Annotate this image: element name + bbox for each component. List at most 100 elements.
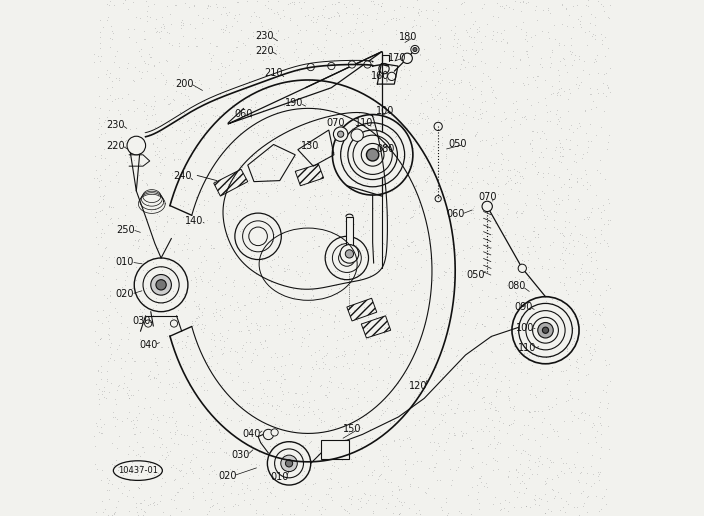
Point	[565, 489, 576, 497]
Point	[510, 465, 521, 473]
Point	[125, 375, 137, 383]
Point	[303, 439, 314, 447]
Point	[334, 134, 345, 142]
Point	[410, 190, 421, 198]
Point	[362, 328, 373, 336]
Point	[201, 119, 212, 127]
Point	[325, 373, 336, 381]
Point	[394, 349, 406, 358]
Point	[564, 356, 575, 364]
Point	[445, 344, 456, 352]
Point	[489, 406, 501, 414]
Point	[482, 118, 494, 126]
Point	[407, 143, 418, 152]
Point	[268, 413, 279, 421]
Point	[191, 374, 202, 382]
Point	[488, 112, 499, 120]
Point	[337, 133, 348, 141]
Point	[136, 259, 147, 267]
Point	[394, 509, 406, 516]
Point	[372, 188, 384, 196]
Point	[476, 45, 487, 54]
Point	[227, 46, 239, 55]
Point	[142, 470, 153, 478]
Point	[96, 229, 107, 237]
Point	[385, 61, 396, 70]
Point	[504, 394, 515, 402]
Point	[572, 358, 583, 366]
Point	[258, 154, 269, 162]
Point	[450, 352, 461, 360]
Point	[126, 391, 137, 399]
Point	[349, 345, 360, 353]
Point	[104, 298, 115, 306]
Point	[243, 236, 254, 245]
Point	[411, 317, 422, 325]
Point	[206, 488, 218, 496]
Point	[434, 108, 445, 117]
Point	[528, 242, 539, 250]
Point	[121, 64, 132, 72]
Point	[558, 264, 569, 272]
Point	[480, 136, 491, 144]
Point	[585, 248, 596, 256]
Point	[364, 156, 375, 164]
Point	[266, 278, 277, 286]
Point	[546, 48, 558, 56]
Point	[316, 191, 327, 199]
Point	[370, 139, 382, 147]
Point	[576, 263, 587, 271]
Point	[96, 476, 107, 484]
Point	[220, 79, 232, 88]
Point	[288, 454, 299, 462]
Point	[510, 256, 521, 265]
Point	[425, 90, 436, 98]
Point	[201, 293, 212, 301]
Point	[479, 360, 490, 368]
Point	[384, 348, 396, 357]
Point	[302, 381, 313, 390]
Point	[527, 285, 538, 294]
Point	[156, 136, 167, 144]
Point	[458, 254, 470, 262]
Point	[555, 124, 567, 132]
Point	[591, 264, 603, 272]
Point	[328, 462, 339, 470]
Point	[377, 40, 388, 49]
Point	[132, 136, 144, 144]
Point	[553, 85, 565, 93]
Point	[546, 366, 558, 375]
Point	[151, 297, 162, 305]
Point	[246, 441, 257, 449]
Point	[352, 387, 363, 395]
Point	[144, 375, 155, 383]
Point	[491, 210, 503, 218]
Point	[463, 407, 474, 415]
Point	[505, 244, 516, 252]
Point	[414, 22, 425, 30]
Point	[546, 458, 557, 466]
Point	[581, 243, 592, 251]
Point	[365, 418, 377, 426]
Point	[289, 217, 300, 225]
Point	[203, 507, 215, 515]
Point	[415, 67, 427, 75]
Point	[251, 266, 262, 275]
Point	[360, 90, 372, 99]
Point	[128, 240, 139, 249]
Point	[249, 100, 260, 108]
Point	[356, 503, 367, 511]
Point	[247, 472, 258, 480]
Point	[162, 212, 173, 220]
Point	[230, 173, 241, 181]
Point	[247, 28, 258, 37]
Point	[532, 84, 543, 92]
Point	[158, 395, 170, 404]
Point	[440, 438, 451, 446]
Point	[144, 50, 155, 58]
Point	[168, 95, 179, 104]
Point	[377, 492, 389, 501]
Point	[517, 231, 529, 239]
Point	[441, 293, 452, 301]
Point	[476, 77, 487, 86]
